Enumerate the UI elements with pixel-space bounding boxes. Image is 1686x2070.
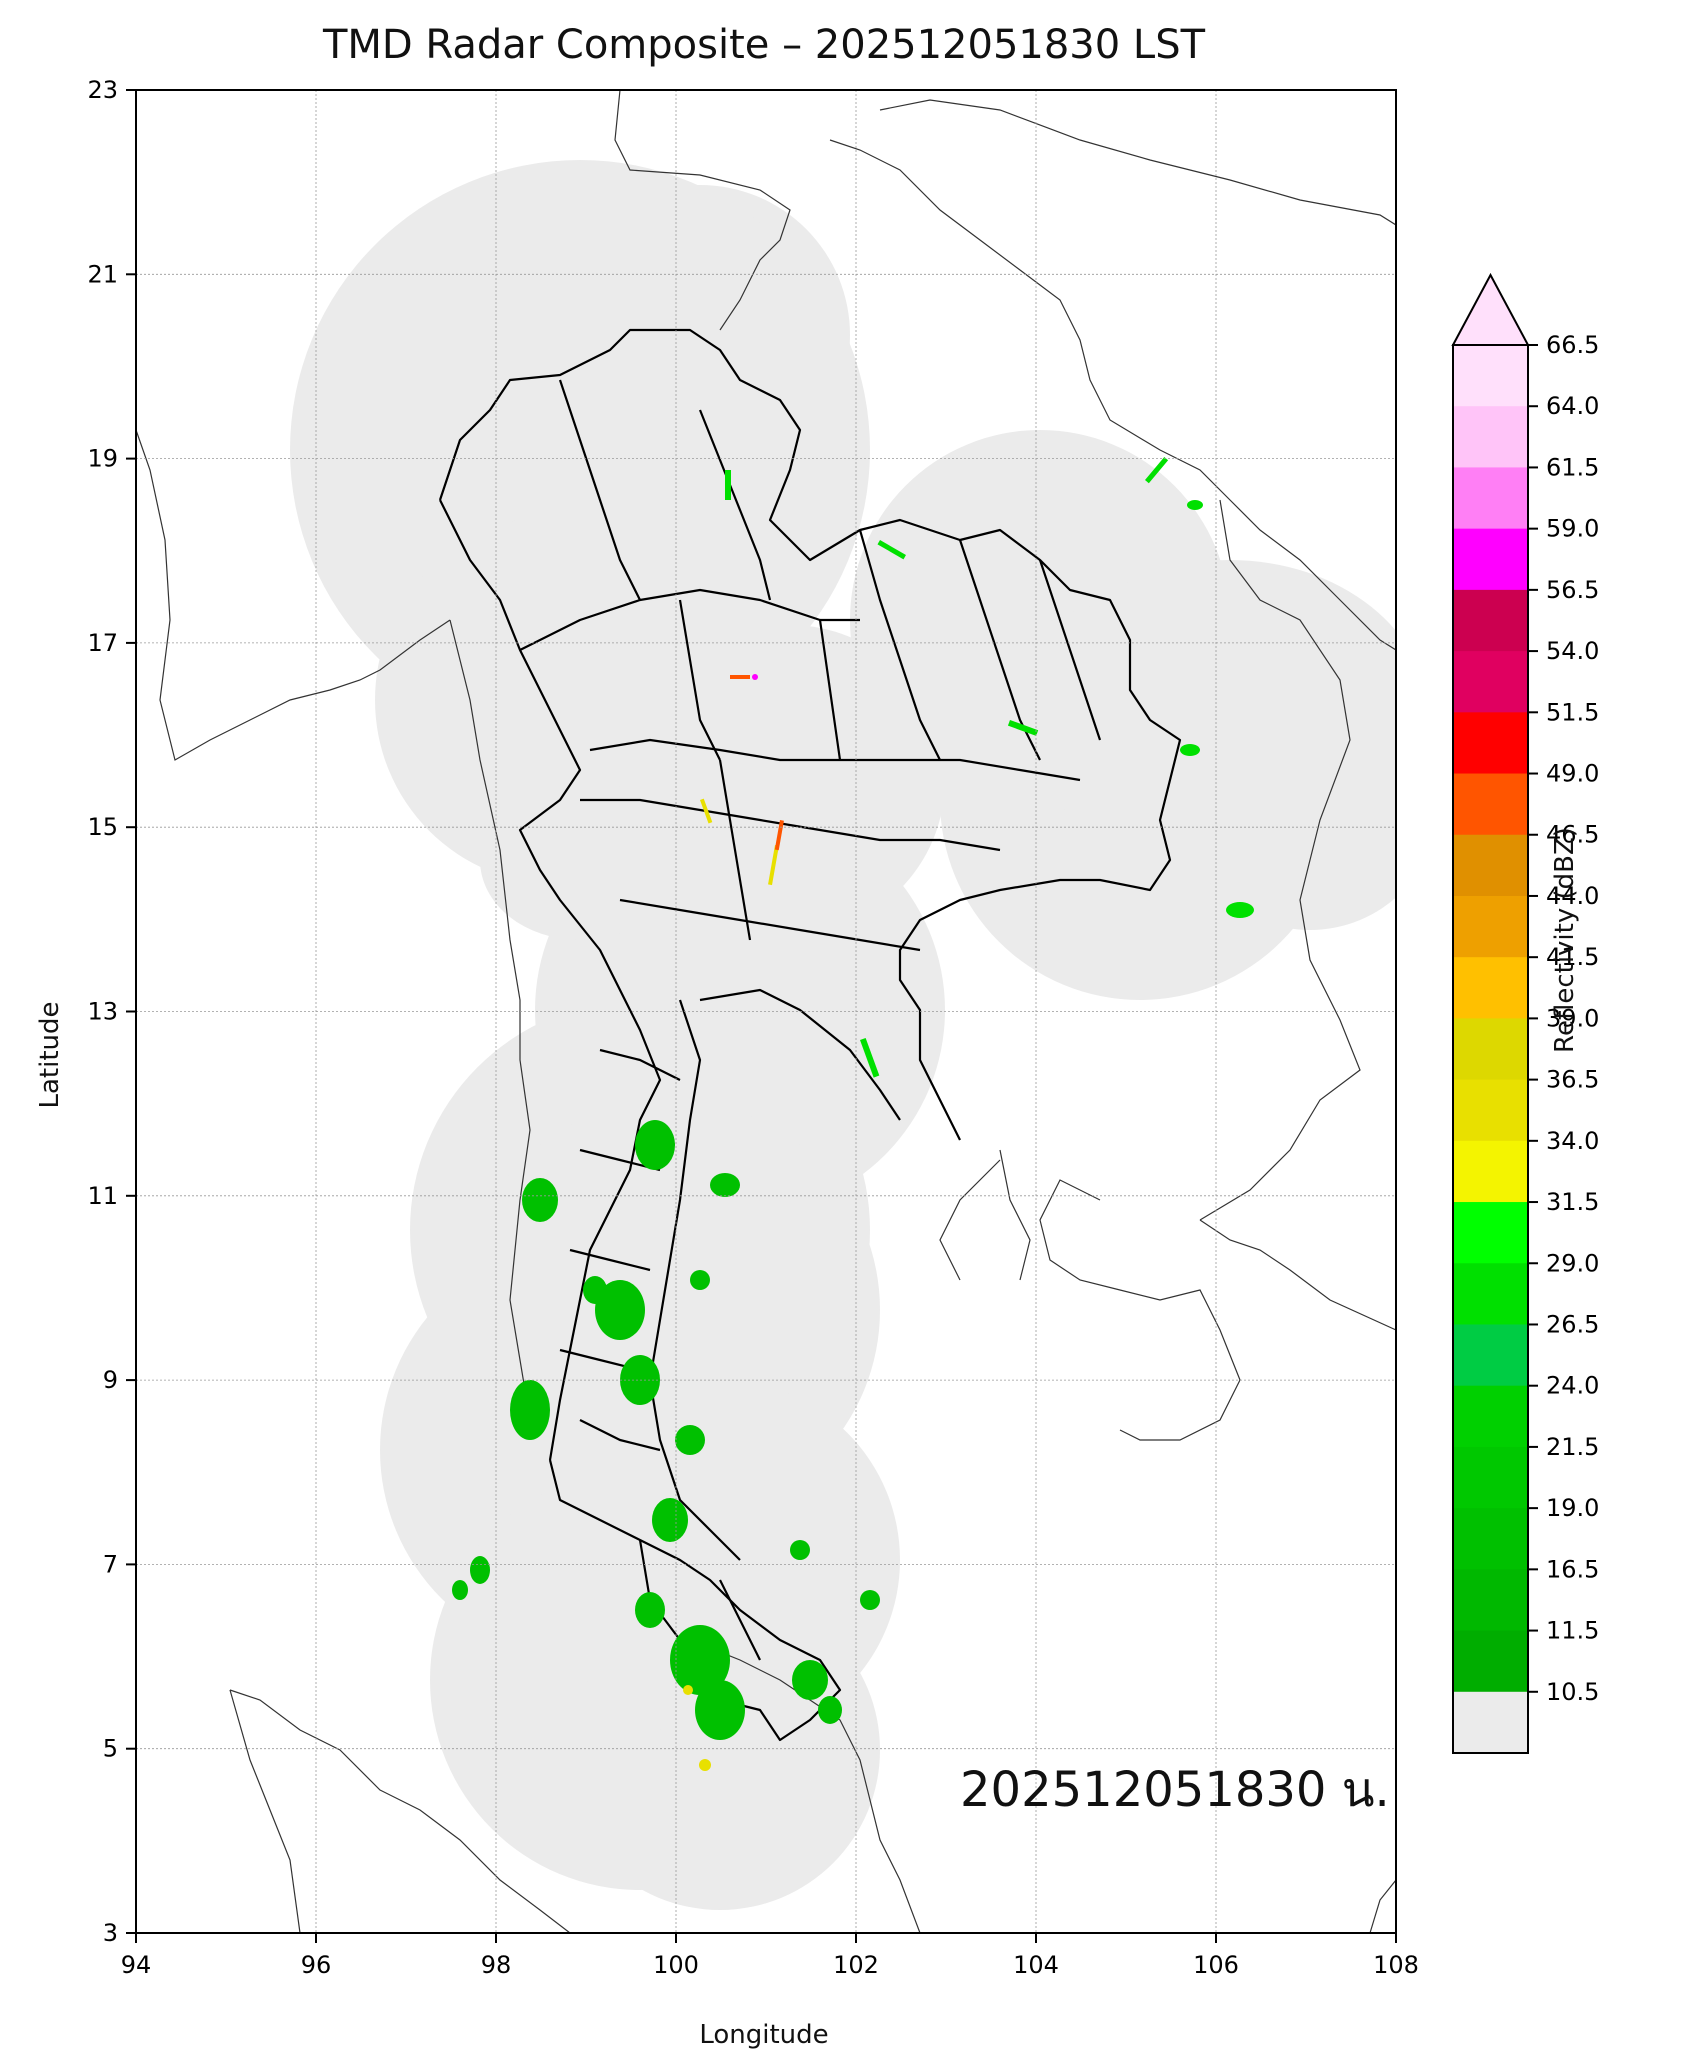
colorbar-segment	[1453, 528, 1528, 591]
colorbar-tick-label: 64.0	[1546, 392, 1599, 420]
colorbar-tick-label: 11.5	[1546, 1617, 1599, 1645]
x-tick-label: 94	[121, 1951, 152, 1979]
colorbar-tick-label: 54.0	[1546, 637, 1599, 665]
y-tick-label: 17	[87, 629, 118, 657]
colorbar-segment	[1453, 1630, 1528, 1693]
colorbar-segment	[1453, 406, 1528, 469]
x-tick-label: 108	[1373, 1951, 1419, 1979]
x-tick-label: 96	[301, 1951, 332, 1979]
x-tick-label: 104	[1013, 1951, 1059, 1979]
colorbar-tick-label: 16.5	[1546, 1555, 1599, 1583]
y-tick-label: 7	[103, 1550, 118, 1578]
colorbar-segment	[1453, 1079, 1528, 1142]
colorbar-frame	[1452, 344, 1529, 1754]
colorbar-tick-label: 49.0	[1546, 760, 1599, 788]
colorbar-segment	[1453, 834, 1528, 897]
colorbar-segment	[1453, 589, 1528, 652]
radar-echoes	[452, 457, 1254, 1771]
y-tick-label: 19	[87, 445, 118, 473]
colorbar-segment	[1453, 1569, 1528, 1632]
colorbar-segment	[1453, 345, 1528, 407]
axis-ticks: 94 96 98 100 102 104 106 108 23 21 19 17 15 13 11 9 7 5 3	[87, 76, 1418, 1979]
y-tick-label: 5	[103, 1735, 118, 1763]
y-tick-label: 11	[87, 1182, 118, 1210]
colorbar-segment	[1453, 712, 1528, 775]
x-tick-label: 100	[653, 1951, 699, 1979]
colorbar-tick-label: 39.0	[1546, 1004, 1599, 1032]
colorbar-tick-label: 44.0	[1546, 882, 1599, 910]
y-tick-label: 3	[103, 1919, 118, 1947]
radar-coverage	[290, 160, 1396, 1910]
y-tick-label: 9	[103, 1366, 118, 1394]
colorbar-tick-label: 29.0	[1546, 1249, 1599, 1277]
colorbar: 66.5 64.0 61.5 59.0 56.5 54.0 51.5 49.0 46.5 44.0…	[1451, 272, 1599, 1754]
colorbar-segment	[1453, 1691, 1528, 1754]
colorbar-tick-label: 26.5	[1546, 1310, 1599, 1338]
timestamp-annotation: 202512051830 น.	[960, 1762, 1390, 1818]
colorbar-tick-label: 31.5	[1546, 1188, 1599, 1216]
province-boundaries	[438, 328, 1182, 1742]
colorbar-segment	[1453, 651, 1528, 713]
colorbar-segment	[1453, 1508, 1528, 1570]
colorbar-extend-arrow	[1451, 272, 1530, 346]
colorbar-tick-label: 21.5	[1546, 1433, 1599, 1461]
colorbar-tick-label: 36.5	[1546, 1066, 1599, 1094]
colorbar-tick-label: 56.5	[1546, 576, 1599, 604]
y-tick-label: 23	[87, 76, 118, 104]
colorbar-tick-label: 46.5	[1546, 821, 1599, 849]
y-tick-label: 13	[87, 998, 118, 1026]
colorbar-segment	[1453, 1202, 1528, 1264]
x-tick-label: 102	[833, 1951, 879, 1979]
colorbar-tick-label: 66.5	[1546, 331, 1599, 359]
colorbar-segment	[1453, 1385, 1528, 1448]
colorbar-tick-label: 24.0	[1546, 1372, 1599, 1400]
colorbar-tick-label: 61.5	[1546, 453, 1599, 481]
x-tick-label: 98	[481, 1951, 512, 1979]
y-tick-label: 15	[87, 813, 118, 841]
colorbar-segment	[1453, 957, 1528, 1019]
colorbar-tick-label: 41.5	[1546, 943, 1599, 971]
gridlines	[136, 90, 1396, 1933]
colorbar-tick-label: 10.5	[1546, 1678, 1599, 1706]
coastlines	[136, 90, 1396, 1933]
colorbar-tick-label: 34.0	[1546, 1127, 1599, 1155]
colorbar-segment	[1453, 1446, 1528, 1509]
colorbar-tick-label: 59.0	[1546, 515, 1599, 543]
colorbar-label: Reflectivity (dBZ)	[1550, 827, 1580, 1053]
colorbar-segment	[1453, 1263, 1528, 1326]
colorbar-tick-label: 19.0	[1546, 1494, 1599, 1522]
y-tick-label: 21	[87, 260, 118, 288]
colorbar-segment	[1453, 773, 1528, 836]
y-axis-label: Latitude	[35, 1001, 65, 1109]
colorbar-segment	[1453, 1140, 1528, 1203]
x-tick-label: 106	[1193, 1951, 1239, 1979]
colorbar-tick-label: 51.5	[1546, 698, 1599, 726]
colorbar-segment	[1453, 467, 1528, 530]
x-axis-label: Longitude	[699, 2020, 829, 2050]
colorbar-segment	[1453, 895, 1528, 958]
colorbar-segment	[1453, 1324, 1528, 1387]
figure-title: TMD Radar Composite – 202512051830 LST	[322, 22, 1206, 68]
colorbar-segment	[1453, 1018, 1528, 1081]
